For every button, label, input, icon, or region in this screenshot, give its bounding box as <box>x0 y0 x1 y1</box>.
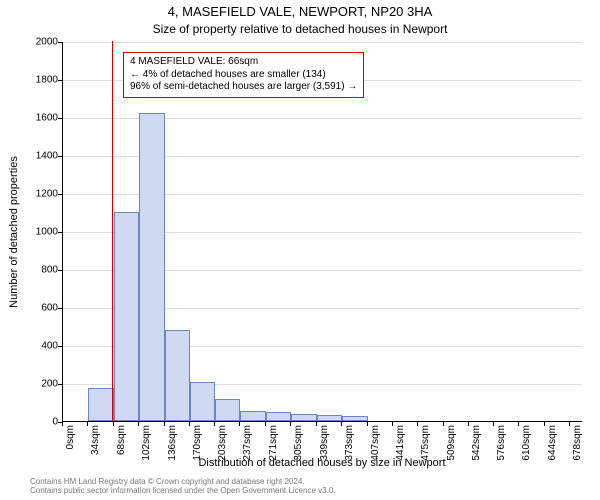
gridline-h <box>63 42 582 43</box>
x-tick-label: 441sqm <box>395 425 406 461</box>
reference-line <box>112 41 113 421</box>
x-tick-label: 271sqm <box>268 425 279 461</box>
annotation-line1: 4 MASEFIELD VALE: 66sqm <box>130 56 357 69</box>
y-tick-label: 0 <box>24 417 58 428</box>
histogram-bar <box>88 388 113 421</box>
histogram-bar <box>165 330 190 421</box>
x-tick-mark <box>62 422 63 426</box>
x-tick-mark <box>443 422 444 426</box>
x-tick-mark <box>316 422 317 426</box>
x-tick-mark <box>417 422 418 426</box>
y-tick-mark <box>58 232 62 233</box>
y-tick-mark <box>58 42 62 43</box>
histogram-bar <box>342 416 367 421</box>
x-tick-label: 576sqm <box>496 425 507 461</box>
x-tick-mark <box>164 422 165 426</box>
y-tick-mark <box>58 270 62 271</box>
x-tick-label: 68sqm <box>116 425 127 455</box>
x-tick-label: 34sqm <box>90 425 101 455</box>
x-tick-label: 509sqm <box>446 425 457 461</box>
x-tick-label: 475sqm <box>420 425 431 461</box>
chart-title-line1: 4, MASEFIELD VALE, NEWPORT, NP20 3HA <box>0 4 600 19</box>
x-tick-label: 170sqm <box>192 425 203 461</box>
y-tick-label: 1600 <box>24 113 58 124</box>
x-tick-mark <box>341 422 342 426</box>
x-tick-label: 373sqm <box>344 425 355 461</box>
x-tick-label: 542sqm <box>471 425 482 461</box>
histogram-bar <box>114 212 139 421</box>
x-tick-mark <box>367 422 368 426</box>
x-tick-label: 203sqm <box>217 425 228 461</box>
y-tick-mark <box>58 384 62 385</box>
y-tick-label: 1000 <box>24 227 58 238</box>
x-tick-mark <box>493 422 494 426</box>
footer-line2: Contains public sector information licen… <box>30 486 336 496</box>
x-tick-mark <box>189 422 190 426</box>
x-tick-label: 610sqm <box>521 425 532 461</box>
footer-line1: Contains HM Land Registry data © Crown c… <box>30 477 336 487</box>
y-tick-label: 200 <box>24 379 58 390</box>
y-tick-label: 1200 <box>24 189 58 200</box>
histogram-bar <box>240 411 265 421</box>
chart-title-line2: Size of property relative to detached ho… <box>0 22 600 36</box>
x-tick-mark <box>518 422 519 426</box>
attribution-footer: Contains HM Land Registry data © Crown c… <box>30 477 336 496</box>
x-tick-mark <box>87 422 88 426</box>
plot-area: 4 MASEFIELD VALE: 66sqm ← 4% of detached… <box>62 42 582 422</box>
x-tick-label: 237sqm <box>242 425 253 461</box>
x-tick-mark <box>468 422 469 426</box>
y-tick-label: 2000 <box>24 37 58 48</box>
x-tick-label: 0sqm <box>65 425 76 449</box>
x-tick-mark <box>239 422 240 426</box>
x-tick-mark <box>392 422 393 426</box>
x-tick-label: 644sqm <box>547 425 558 461</box>
histogram-bar <box>317 415 342 421</box>
annotation-line3: 96% of semi-detached houses are larger (… <box>130 81 357 94</box>
y-tick-label: 600 <box>24 303 58 314</box>
histogram-bar <box>291 414 316 421</box>
y-tick-mark <box>58 118 62 119</box>
x-tick-mark <box>569 422 570 426</box>
y-tick-mark <box>58 80 62 81</box>
x-tick-label: 407sqm <box>370 425 381 461</box>
y-tick-label: 800 <box>24 265 58 276</box>
x-tick-label: 339sqm <box>319 425 330 461</box>
y-tick-mark <box>58 156 62 157</box>
annotation-line2: ← 4% of detached houses are smaller (134… <box>130 69 357 82</box>
y-axis-label: Number of detached properties <box>8 156 20 308</box>
histogram-bar <box>190 382 215 421</box>
y-tick-label: 400 <box>24 341 58 352</box>
x-tick-mark <box>265 422 266 426</box>
x-tick-label: 678sqm <box>572 425 583 461</box>
x-tick-label: 102sqm <box>141 425 152 461</box>
histogram-bar <box>139 113 164 421</box>
x-tick-mark <box>138 422 139 426</box>
x-tick-mark <box>113 422 114 426</box>
annotation-box: 4 MASEFIELD VALE: 66sqm ← 4% of detached… <box>123 52 364 98</box>
x-tick-mark <box>544 422 545 426</box>
y-tick-label: 1800 <box>24 75 58 86</box>
y-tick-mark <box>58 308 62 309</box>
y-tick-mark <box>58 194 62 195</box>
y-tick-label: 1400 <box>24 151 58 162</box>
histogram-bar <box>215 399 240 421</box>
histogram-bar <box>266 412 291 421</box>
x-tick-label: 305sqm <box>293 425 304 461</box>
y-tick-mark <box>58 346 62 347</box>
x-tick-label: 136sqm <box>167 425 178 461</box>
x-tick-mark <box>290 422 291 426</box>
chart-container: 4, MASEFIELD VALE, NEWPORT, NP20 3HA Siz… <box>0 0 600 500</box>
x-tick-mark <box>214 422 215 426</box>
